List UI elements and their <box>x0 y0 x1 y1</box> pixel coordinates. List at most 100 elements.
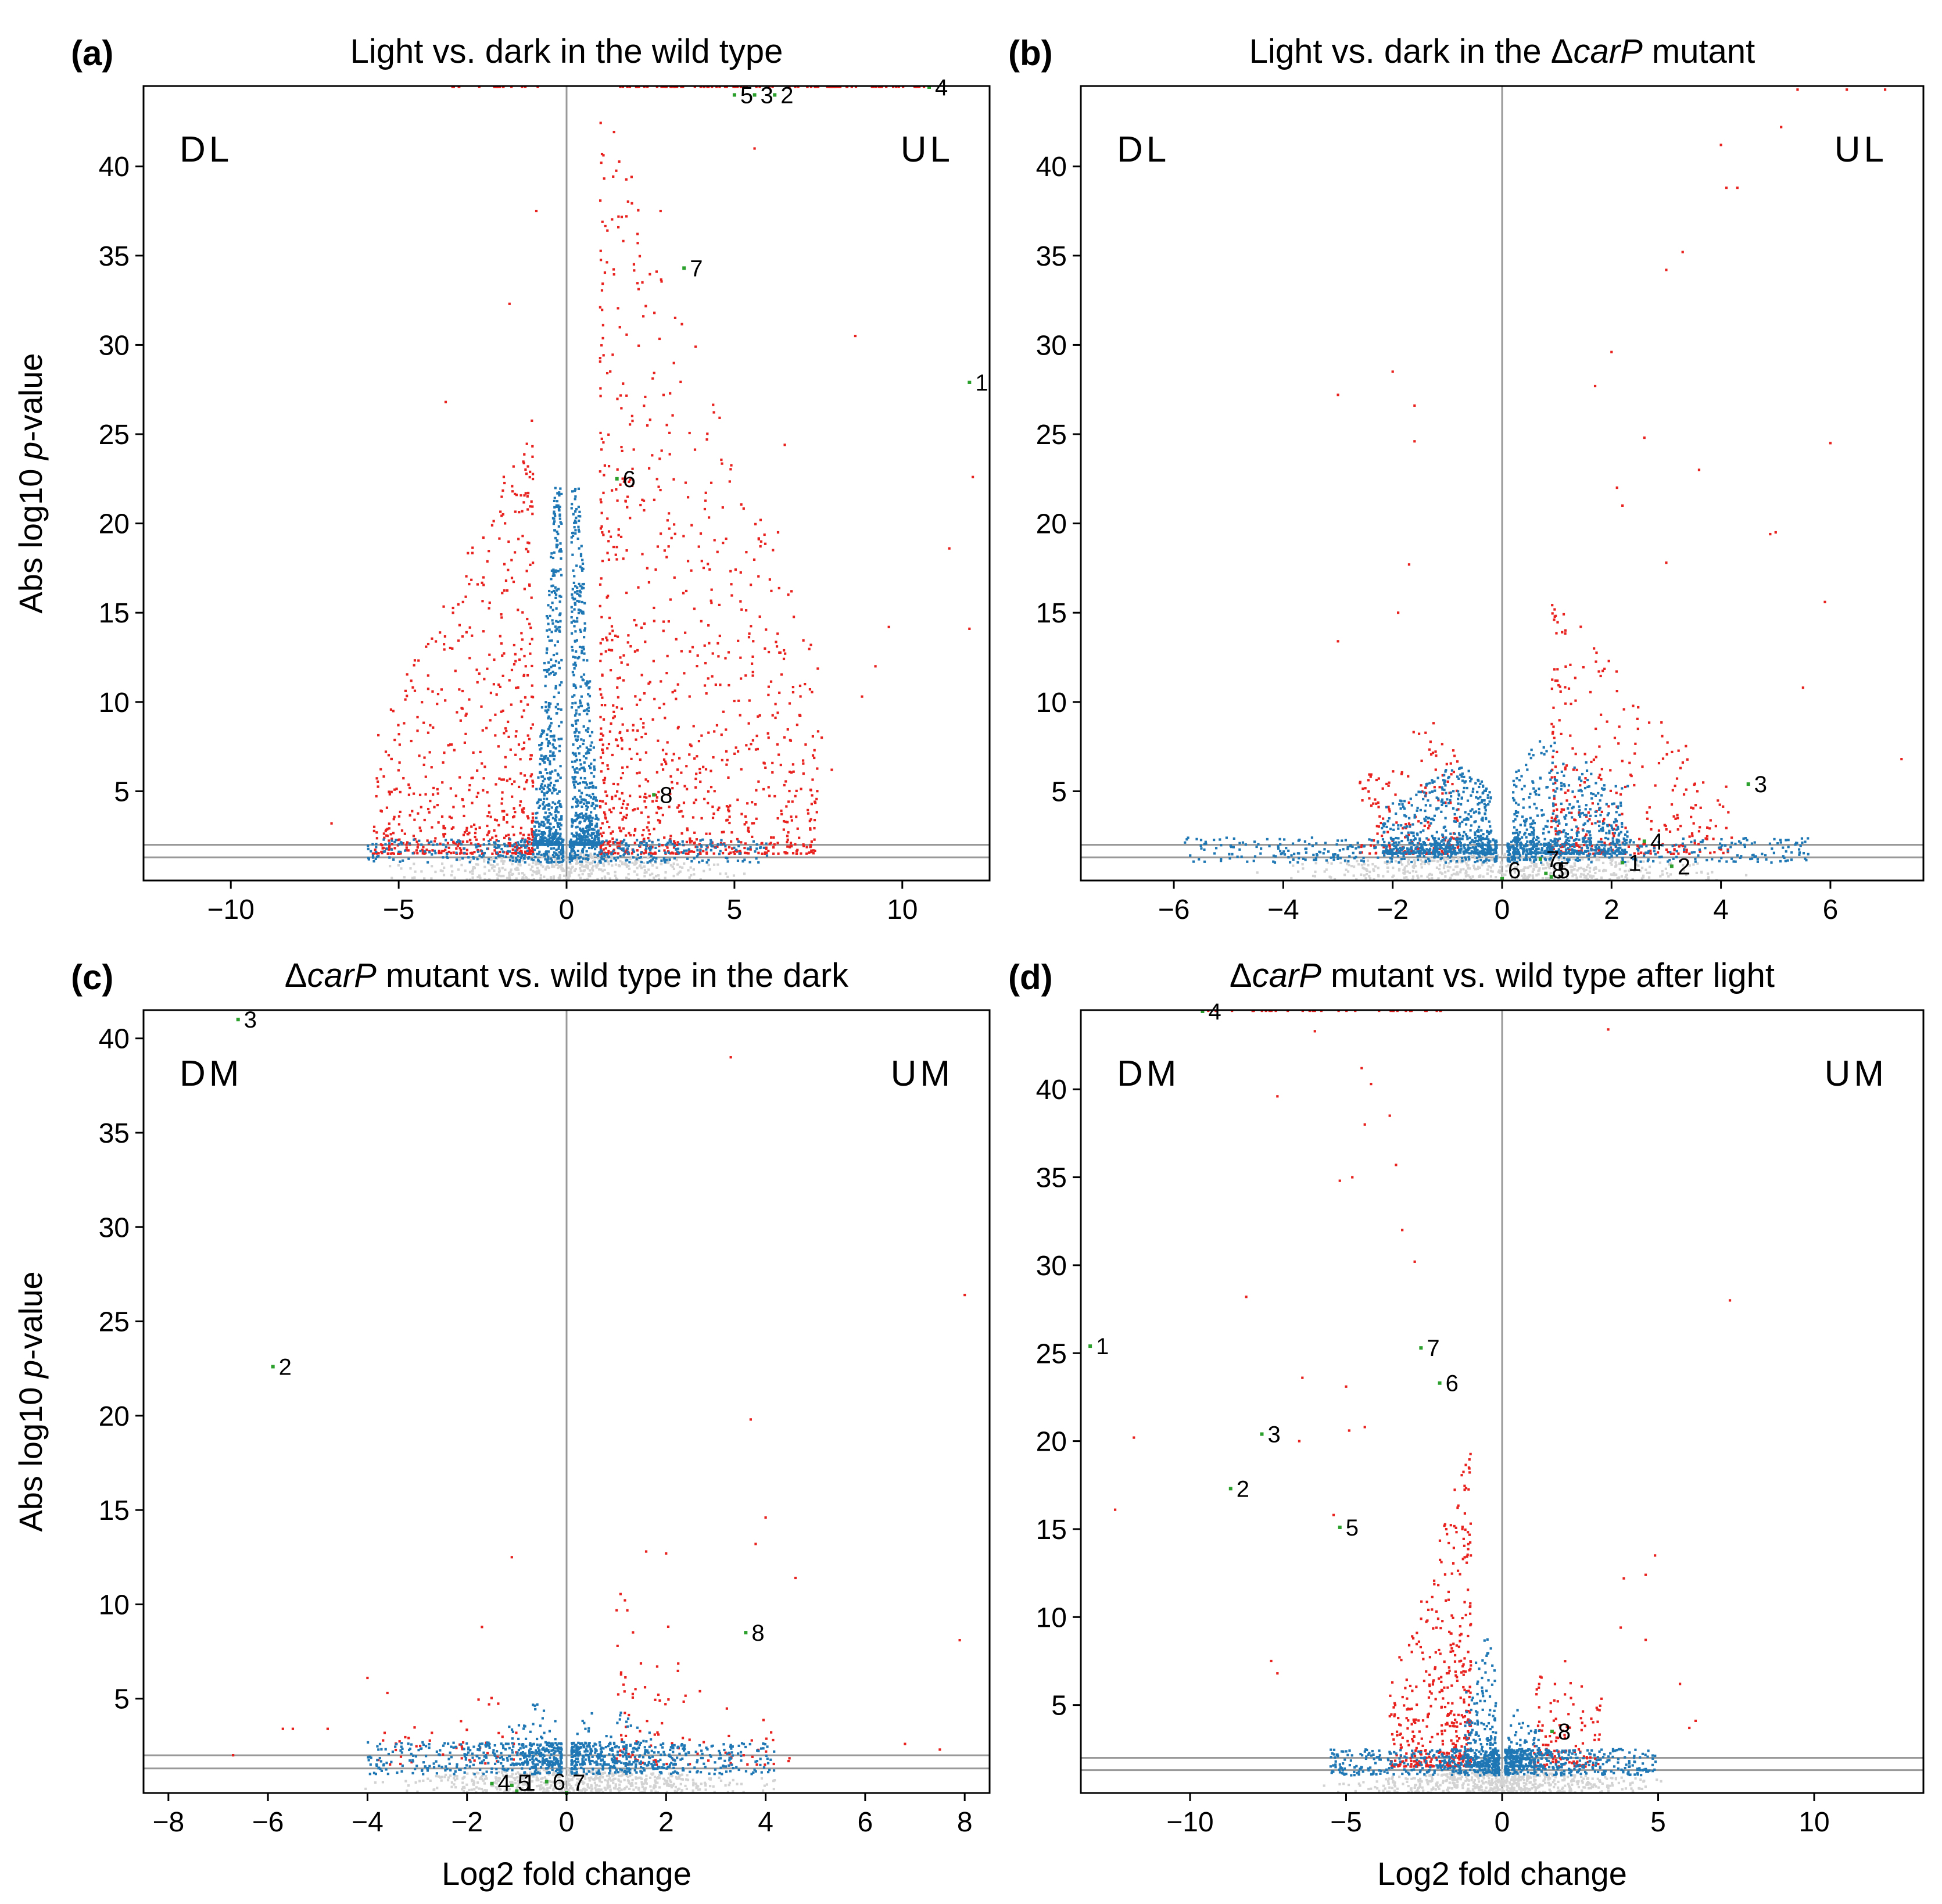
moderate-point <box>554 586 557 589</box>
moderate-point <box>591 801 594 805</box>
nonsig-point <box>586 865 589 868</box>
significant-point <box>608 730 611 733</box>
moderate-point <box>579 591 582 594</box>
moderate-point <box>536 846 539 849</box>
significant-point <box>1394 793 1397 796</box>
significant-point <box>750 662 754 665</box>
moderate-point <box>487 840 490 843</box>
moderate-point <box>540 831 543 834</box>
moderate-point <box>579 685 582 688</box>
nonsig-point <box>1386 870 1389 873</box>
nonsig-point <box>1368 871 1371 874</box>
nonsig-point <box>1637 864 1640 867</box>
moderate-point <box>524 838 527 841</box>
significant-point <box>731 847 734 850</box>
moderate-point <box>574 760 577 763</box>
moderate-point <box>575 826 578 829</box>
significant-point <box>633 650 636 653</box>
moderate-point <box>370 850 372 853</box>
significant-point <box>1417 732 1421 735</box>
nonsig-point <box>1549 862 1552 865</box>
moderate-point <box>600 842 603 844</box>
moderate-point <box>538 829 541 832</box>
moderate-point <box>543 836 546 839</box>
moderate-point <box>1220 844 1223 847</box>
nonsig-point <box>1474 868 1477 871</box>
moderate-point <box>547 717 550 720</box>
moderate-point <box>1410 860 1413 864</box>
significant-point <box>632 448 635 451</box>
significant-point <box>1420 759 1423 763</box>
moderate-point <box>544 701 547 704</box>
moderate-point <box>480 850 483 853</box>
moderate-point <box>571 588 574 590</box>
moderate-point <box>589 766 592 770</box>
significant-point <box>529 754 532 757</box>
significant-point <box>759 540 763 543</box>
significant-point <box>1370 773 1373 776</box>
significant-point <box>611 797 614 800</box>
significant-point <box>1449 762 1452 765</box>
significant-point <box>1590 822 1594 825</box>
significant-point <box>659 488 662 492</box>
significant-point <box>636 242 639 245</box>
nonsig-point <box>546 856 549 858</box>
significant-point <box>599 660 602 663</box>
nonsig-point <box>1603 868 1606 872</box>
nonsig-point <box>654 861 657 864</box>
significant-point <box>500 710 503 713</box>
moderate-point <box>1266 838 1269 841</box>
moderate-point <box>600 857 603 860</box>
nonsig-point <box>603 875 606 878</box>
nonsig-point <box>1563 865 1565 868</box>
significant-point <box>447 850 450 854</box>
moderate-point <box>1200 847 1203 850</box>
moderate-point <box>668 858 671 861</box>
significant-point <box>1416 847 1420 850</box>
moderate-point <box>553 788 556 791</box>
significant-point <box>845 86 849 88</box>
moderate-point <box>548 742 551 745</box>
significant-point <box>527 833 530 836</box>
moderate-point <box>535 817 538 819</box>
significant-point <box>410 679 413 682</box>
nonsig-point <box>1417 876 1420 879</box>
significant-point <box>782 657 786 660</box>
x-tick-label: 5 <box>727 894 743 925</box>
nonsig-point <box>1420 875 1423 878</box>
nonsig-point <box>671 865 674 868</box>
significant-point <box>638 255 642 257</box>
moderate-point <box>533 843 536 846</box>
nonsig-point <box>1450 874 1453 877</box>
significant-point <box>797 86 800 88</box>
significant-point <box>675 638 678 640</box>
significant-point <box>510 86 513 88</box>
moderate-point <box>586 842 589 845</box>
nonsig-point <box>1615 873 1618 876</box>
significant-point <box>1685 745 1687 747</box>
nonsig-point <box>1546 861 1549 864</box>
moderate-point <box>720 839 723 842</box>
moderate-point <box>560 681 563 684</box>
moderate-point <box>524 861 526 864</box>
moderate-point <box>530 858 533 861</box>
significant-point <box>608 616 611 620</box>
nonsig-point <box>1532 876 1535 879</box>
significant-point <box>745 851 748 855</box>
significant-point <box>426 839 429 842</box>
nonsig-point <box>1505 869 1508 873</box>
moderate-point <box>638 844 641 847</box>
nonsig-point <box>571 865 574 868</box>
nonsig-point <box>414 870 417 873</box>
moderate-point <box>535 821 538 824</box>
moderate-point <box>593 807 596 810</box>
significant-point <box>1386 831 1389 833</box>
significant-point <box>765 628 768 631</box>
nonsig-point <box>573 869 576 872</box>
significant-point <box>460 849 463 851</box>
significant-point <box>789 739 793 742</box>
significant-point <box>682 815 685 818</box>
significant-point <box>515 730 518 733</box>
significant-point <box>388 793 391 796</box>
significant-point <box>482 536 485 539</box>
